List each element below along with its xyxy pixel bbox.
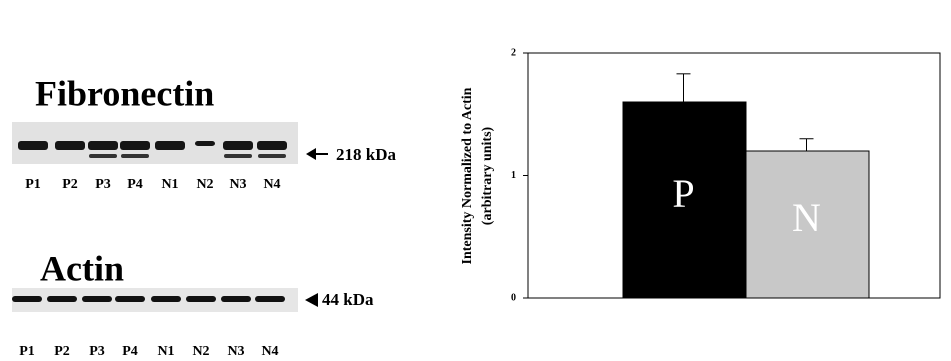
- y-axis-label: Intensity Normalized to Actin: [460, 87, 475, 264]
- band: [221, 296, 251, 302]
- band: [223, 141, 253, 150]
- figure: Fibronectin 218 kDa Actin 44 kDa Intensi…: [0, 0, 951, 361]
- bar-label: P: [672, 171, 694, 216]
- y-axis-label: (arbitrary units): [480, 126, 495, 225]
- band: [89, 154, 117, 158]
- band: [88, 141, 118, 150]
- y-tick-label: 0: [511, 292, 516, 303]
- lane-label: P2: [54, 344, 70, 359]
- lane-label: N2: [196, 177, 213, 192]
- lane-label: P1: [25, 177, 41, 192]
- y-tick-label: 2: [511, 47, 516, 58]
- band: [18, 141, 48, 150]
- lane-label: N1: [161, 177, 178, 192]
- band: [115, 296, 145, 302]
- band: [257, 141, 287, 150]
- marker-label: 44 kDa: [322, 290, 374, 309]
- lane-label: P3: [95, 177, 111, 192]
- lane-label: N1: [157, 344, 174, 359]
- blot-title: Fibronectin: [35, 73, 214, 113]
- band: [255, 296, 285, 302]
- marker-label: 218 kDa: [336, 145, 396, 164]
- band: [195, 141, 215, 146]
- band: [120, 141, 150, 150]
- gel-strip: [12, 122, 298, 164]
- blot-title: Actin: [40, 248, 124, 288]
- lane-label: N3: [229, 177, 246, 192]
- lane-label: P2: [62, 177, 78, 192]
- lane-label: P1: [19, 344, 35, 359]
- lane-label: P4: [122, 344, 138, 359]
- arrow-head: [306, 148, 316, 160]
- lane-label: N3: [227, 344, 244, 359]
- lane-label: N2: [192, 344, 209, 359]
- y-tick-label: 1: [511, 170, 516, 181]
- lane-label: N4: [263, 177, 280, 192]
- band: [47, 296, 77, 302]
- band: [186, 296, 216, 302]
- band: [82, 296, 112, 302]
- band: [224, 154, 252, 158]
- band: [155, 141, 185, 150]
- band: [151, 296, 181, 302]
- band: [121, 154, 149, 158]
- bar-label: N: [792, 195, 821, 240]
- band: [258, 154, 286, 158]
- lane-label: N4: [261, 344, 278, 359]
- band: [55, 141, 85, 150]
- lane-label: P3: [89, 344, 105, 359]
- lane-label: P4: [127, 177, 143, 192]
- arrow-head: [305, 293, 318, 307]
- band: [12, 296, 42, 302]
